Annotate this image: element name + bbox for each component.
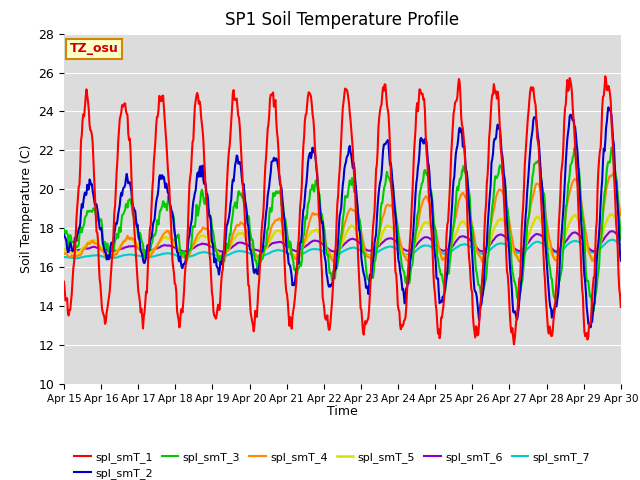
Title: SP1 Soil Temperature Profile: SP1 Soil Temperature Profile <box>225 11 460 29</box>
Y-axis label: Soil Temperature (C): Soil Temperature (C) <box>20 144 33 273</box>
Legend: spl_smT_1, spl_smT_2, spl_smT_3, spl_smT_4, spl_smT_5, spl_smT_6, spl_smT_7: spl_smT_1, spl_smT_2, spl_smT_3, spl_smT… <box>70 447 595 480</box>
Text: TZ_osu: TZ_osu <box>70 42 118 55</box>
X-axis label: Time: Time <box>327 405 358 418</box>
